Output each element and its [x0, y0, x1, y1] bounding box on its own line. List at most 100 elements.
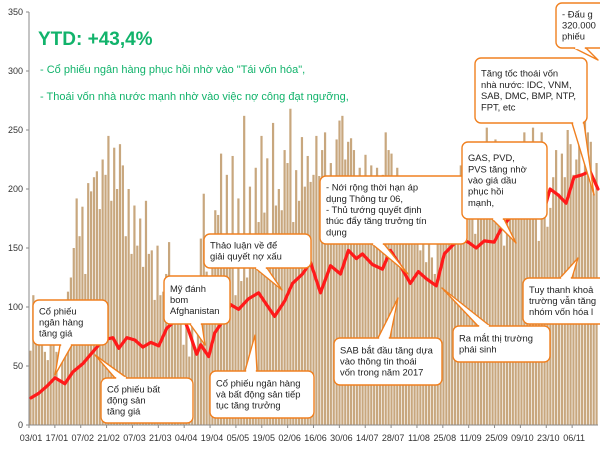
volume-bar [113, 147, 116, 425]
volume-bar [439, 226, 442, 425]
volume-bar [381, 174, 384, 425]
volume-bar [147, 253, 150, 425]
volume-bar [49, 312, 52, 425]
volume-bar [101, 159, 104, 425]
volume-bar [228, 236, 231, 425]
volume-bar [497, 165, 500, 425]
x-tick-label: 03/01 [20, 433, 43, 443]
volume-bar [176, 304, 179, 425]
callout-text: ngân hàng [39, 317, 83, 328]
callout-text: FPT, etc [481, 101, 516, 112]
callout-box [100, 377, 194, 424]
volume-bar [468, 191, 471, 425]
volume-bar [500, 214, 503, 425]
callout-text: nhà nước: IDC, VNM, [481, 79, 572, 90]
y-tick-label: 150 [8, 243, 23, 253]
x-tick-label: 07/02 [71, 433, 94, 443]
volume-bar [378, 191, 382, 425]
volume-bar [280, 210, 283, 425]
volume-bar [32, 295, 35, 425]
volume-bar [312, 174, 315, 425]
volume-bar [234, 295, 237, 425]
volume-bar [427, 224, 431, 425]
volume-bar [465, 207, 468, 425]
volume-bar [167, 242, 171, 425]
volume-bar [335, 139, 338, 425]
volume-bar [508, 214, 512, 425]
volume-bar [404, 179, 408, 425]
volume-bar [442, 214, 445, 425]
volume-bar [58, 380, 61, 425]
volume-bar [494, 139, 497, 425]
volume-bar [69, 277, 72, 425]
callout-box [461, 141, 548, 220]
x-tick-label: 21/02 [97, 433, 120, 443]
volume-bar [358, 167, 361, 425]
volume-bar [303, 186, 306, 425]
volume-bar [243, 115, 246, 425]
volume-bar [139, 218, 142, 425]
callout-box [209, 370, 315, 419]
volume-bar [46, 360, 49, 425]
callout-text: Cổ phiếu ngân hàng [216, 377, 300, 388]
volume-bar [257, 222, 260, 425]
chart-subtitle-1: - Cổ phiếu ngân hàng phục hồi nhờ vào "T… [40, 64, 305, 76]
volume-bar [462, 179, 465, 425]
x-tick-label: 11/08 [408, 433, 430, 443]
callout-text: phiếu [562, 31, 585, 42]
volume-bar [263, 212, 266, 425]
volume-bar [332, 177, 335, 425]
callout-text: phục hồi [468, 186, 503, 197]
volume-bar [410, 214, 413, 425]
volume-bar [240, 281, 243, 425]
volume-bar [237, 198, 240, 425]
callout-text: - Thủ tướng quyết định [326, 204, 422, 215]
volume-bar [165, 273, 168, 425]
chart-subtitle-2: - Thoái vốn nhà nước mạnh nhờ vào việc n… [40, 91, 349, 103]
callout-text: động sản [107, 395, 146, 406]
callout-text: phái sinh [459, 344, 497, 355]
volume-bar [179, 297, 182, 425]
volume-bar [318, 176, 321, 425]
y-tick-label: 0 [18, 420, 23, 430]
volume-bar [269, 243, 272, 425]
x-tick-label: 21/03 [149, 433, 172, 443]
volume-bar [118, 144, 122, 425]
volume-bar [453, 191, 457, 425]
callout-text: Mỹ đánh [170, 283, 206, 294]
volume-bar [52, 328, 55, 425]
volume-bar [191, 295, 194, 425]
x-tick-label: 14/07 [356, 433, 379, 443]
x-tick-label: 11/09 [460, 433, 482, 443]
volume-bar [384, 132, 387, 426]
volume-bar [162, 291, 165, 425]
volume-bar [211, 243, 214, 425]
volume-bar [297, 200, 301, 425]
x-axis: 03/01 17/01 07/02 21/02 07/03 21/03 04/04 19/04… [20, 424, 598, 443]
volume-bar [222, 236, 226, 425]
volume-bar [136, 245, 139, 425]
volume-bar [488, 158, 491, 425]
callout-text: SAB bắt đầu tăng dựa [340, 344, 434, 355]
volume-bar [583, 106, 587, 426]
volume-bar [266, 158, 269, 425]
volume-bar [185, 316, 188, 425]
callout-text: thúc đẩy tăng trưởng tín [326, 215, 427, 226]
volume-bar [401, 231, 405, 425]
volume-bar [116, 189, 119, 425]
volume-bar [254, 167, 257, 425]
volume-bar [156, 245, 159, 425]
y-tick-label: 50 [13, 361, 23, 371]
volume-bar [523, 132, 526, 426]
volume-bar [248, 186, 252, 425]
volume-bar [517, 167, 520, 425]
volume-bar [150, 250, 153, 425]
volume-bar [482, 174, 486, 425]
callout-text: vào thông tin thoái [340, 356, 417, 367]
y-tick-label: 200 [8, 184, 23, 194]
volume-bar [387, 150, 390, 425]
callout-text: trường vẫn tăng [529, 295, 596, 306]
